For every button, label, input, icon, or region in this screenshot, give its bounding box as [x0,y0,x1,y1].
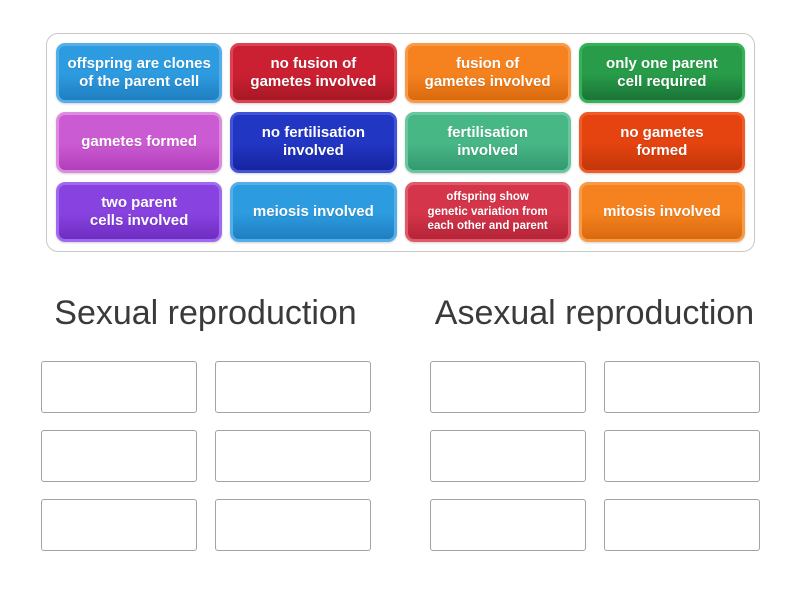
category-groups: Sexual reproduction Asexual reproduction [0,294,800,552]
tile-two-parents[interactable]: two parent cells involved [56,181,223,242]
tile-bank: offspring are clones of the parent cell … [46,33,755,252]
drop-slot[interactable] [429,430,586,483]
drop-slot[interactable] [214,499,371,552]
tile-no-fertilisation[interactable]: no fertilisation involved [230,112,397,173]
drop-slot[interactable] [40,499,197,552]
tile-no-gametes[interactable]: no gametes formed [578,112,745,173]
slot-grid-asexual [429,361,760,552]
group-asexual-reproduction: Asexual reproduction [418,294,772,552]
drop-slot[interactable] [603,430,760,483]
tile-fusion[interactable]: fusion of gametes involved [404,43,571,104]
drop-slot[interactable] [40,430,197,483]
category-title-asexual: Asexual reproduction [434,294,755,332]
drop-slot[interactable] [603,499,760,552]
slot-grid-sexual [40,361,371,552]
tile-one-parent[interactable]: only one parent cell required [578,43,745,104]
tile-fertilisation[interactable]: fertilisation involved [404,112,571,173]
drop-slot[interactable] [40,361,197,414]
tile-no-fusion[interactable]: no fusion of gametes involved [230,43,397,104]
drop-slot[interactable] [214,361,371,414]
group-sexual-reproduction: Sexual reproduction [29,294,383,552]
category-title-sexual: Sexual reproduction [54,294,357,332]
drop-slot[interactable] [603,361,760,414]
drop-slot[interactable] [429,499,586,552]
tile-mitosis[interactable]: mitosis involved [578,181,745,242]
tile-offspring-clones[interactable]: offspring are clones of the parent cell [56,43,223,104]
drop-slot[interactable] [214,430,371,483]
tile-genetic-variation[interactable]: offspring show genetic variation from ea… [404,181,571,242]
tile-meiosis[interactable]: meiosis involved [230,181,397,242]
tile-gametes-formed[interactable]: gametes formed [56,112,223,173]
drop-slot[interactable] [429,361,586,414]
